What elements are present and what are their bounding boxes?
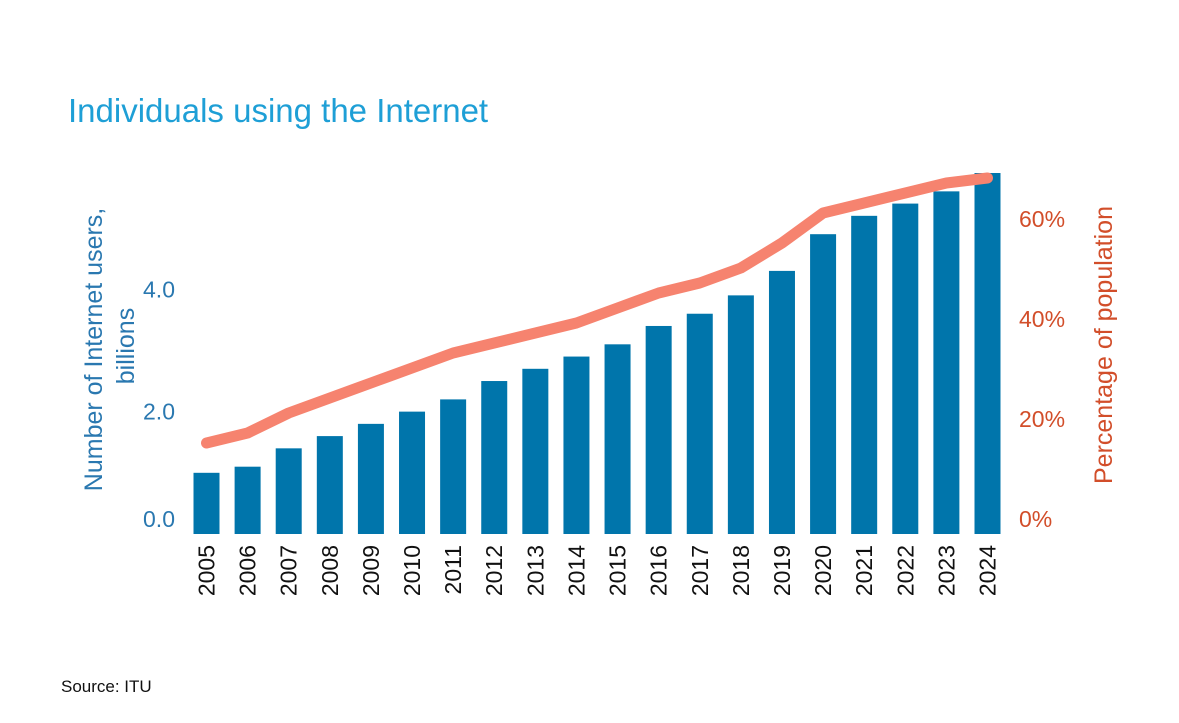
x-tick-label-2011: 2011 <box>440 545 466 594</box>
chart-title: Individuals using the Internet <box>68 92 489 129</box>
right-tick-label: 40% <box>1019 306 1065 332</box>
x-tick-label-2015: 2015 <box>605 545 631 596</box>
right-tick-label: 20% <box>1019 406 1065 432</box>
bars-layer <box>193 173 1001 535</box>
x-tick-label-2005: 2005 <box>194 545 220 596</box>
right-tick-label: 60% <box>1019 206 1065 232</box>
bar-2016 <box>645 325 672 534</box>
right-axis-ticks: 0% 20% 40% 60% <box>1019 206 1065 532</box>
x-tick-label-2008: 2008 <box>317 545 343 596</box>
bar-2012 <box>481 381 508 534</box>
x-tick-label-2023: 2023 <box>933 545 959 596</box>
bar-2009 <box>357 423 384 534</box>
bar-2013 <box>522 368 549 534</box>
x-tick-label-2006: 2006 <box>235 545 261 596</box>
bar-2024 <box>974 173 1001 534</box>
x-tick-label-2009: 2009 <box>358 545 384 596</box>
left-tick-label: 2.0 <box>143 399 175 425</box>
bar-2021 <box>851 215 878 534</box>
source-note: Source: ITU <box>61 677 152 696</box>
x-tick-label-2017: 2017 <box>687 545 713 596</box>
bar-2010 <box>399 411 426 534</box>
left-axis-label: Number of Internet users, billions <box>80 201 140 491</box>
bar-2015 <box>604 344 631 534</box>
bar-2005 <box>193 472 220 534</box>
x-tick-label-2020: 2020 <box>810 545 836 596</box>
bar-2007 <box>275 448 302 534</box>
x-tick-label-2007: 2007 <box>276 545 302 596</box>
bar-2020 <box>810 234 837 534</box>
percentage-line <box>201 172 993 449</box>
bar-2008 <box>316 436 343 534</box>
bar-2022 <box>892 203 919 534</box>
bar-2017 <box>686 313 713 534</box>
bar-2006 <box>234 466 261 534</box>
x-tick-label-2018: 2018 <box>728 545 754 596</box>
bar-2023 <box>933 191 960 535</box>
x-tick-label-2022: 2022 <box>892 545 918 596</box>
left-axis-label-line-1: Number of Internet users, <box>80 208 108 491</box>
left-tick-label: 4.0 <box>143 276 175 302</box>
right-tick-label: 0% <box>1019 506 1052 532</box>
x-tick-label-2010: 2010 <box>399 545 425 596</box>
x-axis-ticks: 2005 2006 2007 2008 2009 2010 2011 2012 2013 2014… <box>194 545 1001 596</box>
x-tick-label-2013: 2013 <box>522 545 548 596</box>
right-axis-label: Percentage of population <box>1090 206 1118 484</box>
left-axis-label-line-2: billions <box>112 308 140 384</box>
x-tick-label-2019: 2019 <box>769 545 795 596</box>
bar-2011 <box>440 399 467 534</box>
x-tick-label-2014: 2014 <box>563 545 589 596</box>
bar-2014 <box>563 356 590 534</box>
x-tick-label-2012: 2012 <box>481 545 507 596</box>
bar-2018 <box>727 295 754 534</box>
left-axis-ticks: 0.0 2.0 4.0 <box>143 276 175 532</box>
x-tick-label-2016: 2016 <box>646 545 672 596</box>
x-tick-label-2024: 2024 <box>975 545 1001 596</box>
line-layer <box>201 172 993 449</box>
bar-2019 <box>768 270 795 534</box>
x-tick-label-2021: 2021 <box>851 545 877 596</box>
left-tick-label: 0.0 <box>143 506 175 532</box>
